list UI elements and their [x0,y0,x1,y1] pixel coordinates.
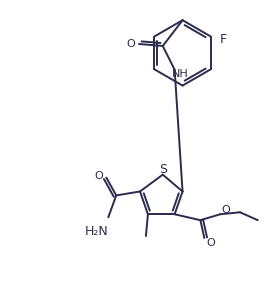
Text: F: F [220,33,227,46]
Text: O: O [206,238,215,248]
Text: O: O [94,171,103,181]
Text: NH: NH [172,69,189,79]
Text: O: O [127,39,135,49]
Text: S: S [159,163,167,176]
Text: O: O [222,205,230,215]
Text: H₂N: H₂N [85,225,108,238]
